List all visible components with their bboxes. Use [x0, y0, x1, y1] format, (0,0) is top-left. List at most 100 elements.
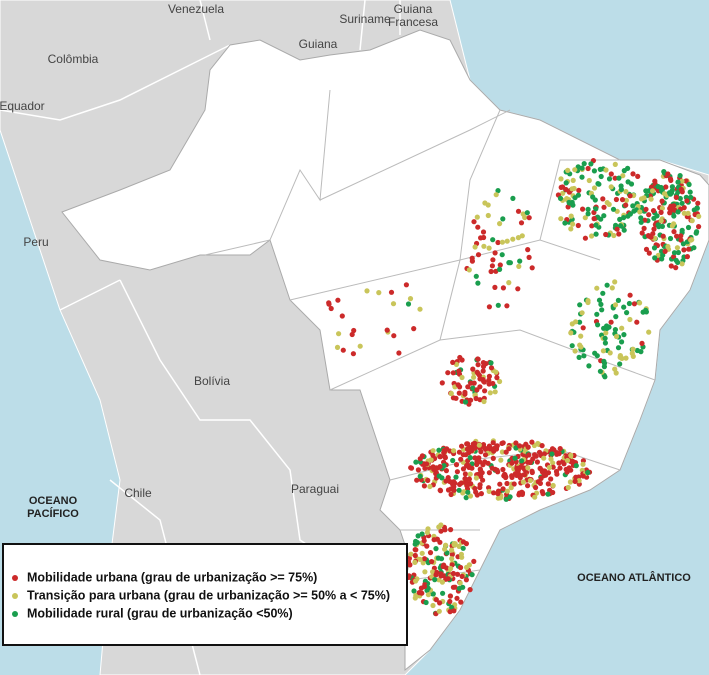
- location-dot: [613, 333, 620, 340]
- location-dot: [464, 564, 470, 571]
- location-dot: [490, 237, 496, 243]
- location-dot: [675, 209, 681, 215]
- location-dot: [471, 374, 477, 380]
- location-dot: [659, 223, 666, 229]
- location-dot: [669, 187, 675, 193]
- location-dot: [602, 340, 609, 346]
- location-dot: [466, 267, 472, 273]
- location-dot: [569, 186, 575, 192]
- location-dot: [467, 455, 473, 461]
- location-dot: [473, 475, 479, 481]
- location-dot: [421, 583, 428, 590]
- location-dot: [685, 210, 691, 216]
- location-dot: [520, 479, 527, 485]
- location-dot: [577, 302, 583, 308]
- location-dot: [674, 245, 681, 251]
- location-dot: [492, 389, 498, 395]
- location-dot: [629, 350, 635, 356]
- location-dot: [550, 489, 556, 496]
- location-dot: [451, 541, 457, 548]
- location-dot: [478, 235, 484, 241]
- location-dot: [497, 378, 503, 385]
- location-dot: [554, 471, 560, 477]
- location-dot: [578, 344, 584, 350]
- location-dot: [631, 208, 637, 214]
- location-dot: [490, 380, 496, 387]
- location-dot: [516, 490, 523, 496]
- location-dot: [529, 439, 535, 445]
- legend-swatch: [12, 611, 18, 617]
- location-dot: [450, 570, 456, 577]
- location-dot: [462, 391, 468, 397]
- location-dot: [685, 224, 692, 231]
- location-dot: [576, 354, 582, 360]
- location-dot: [459, 357, 465, 363]
- location-dot: [680, 241, 687, 247]
- location-dot: [455, 382, 461, 388]
- location-dot: [417, 556, 423, 563]
- location-dot: [606, 176, 613, 182]
- location-dot: [430, 452, 436, 458]
- location-dot: [572, 348, 578, 354]
- location-dot: [585, 165, 591, 172]
- location-dot: [480, 360, 486, 366]
- location-dot: [459, 443, 465, 449]
- location-dot: [675, 249, 682, 256]
- location-dot: [549, 446, 556, 452]
- location-dot: [669, 184, 676, 190]
- location-dot: [679, 200, 685, 206]
- location-dot: [579, 174, 585, 180]
- location-dot: [488, 268, 494, 275]
- location-dot: [604, 200, 610, 206]
- location-dot: [388, 289, 395, 295]
- location-dot: [579, 165, 585, 171]
- location-dot: [681, 210, 687, 216]
- location-dot: [660, 252, 666, 258]
- location-dot: [336, 331, 342, 337]
- location-dot: [463, 577, 469, 583]
- location-dot: [679, 189, 685, 195]
- location-dot: [671, 254, 677, 260]
- location-dot: [586, 177, 592, 184]
- location-dot: [508, 485, 514, 491]
- location-dot: [683, 178, 689, 184]
- location-dot: [444, 446, 450, 452]
- location-dot: [549, 451, 555, 457]
- location-dot: [630, 346, 636, 352]
- location-dot: [541, 455, 547, 461]
- location-dot: [450, 370, 456, 376]
- location-dot: [492, 284, 498, 290]
- location-dot: [652, 255, 658, 261]
- location-dot: [639, 230, 645, 236]
- location-dot: [519, 458, 525, 464]
- location-dot: [414, 539, 420, 546]
- location-dot: [494, 375, 500, 381]
- location-dot: [419, 531, 425, 537]
- location-dot: [667, 235, 674, 242]
- location-dot: [440, 590, 446, 596]
- location-dot: [684, 198, 690, 204]
- location-dot: [535, 440, 541, 447]
- location-dot: [612, 161, 618, 167]
- location-dot: [434, 536, 440, 542]
- location-dot: [457, 580, 463, 586]
- location-dot: [460, 584, 466, 590]
- location-dot: [585, 469, 591, 476]
- location-dot: [557, 195, 564, 201]
- location-dot: [376, 290, 382, 296]
- location-dot: [488, 365, 495, 371]
- location-dot: [512, 471, 519, 477]
- place-label: Chile: [124, 486, 152, 500]
- location-dot: [525, 247, 531, 253]
- location-dot: [621, 227, 627, 233]
- location-dot: [618, 183, 624, 189]
- place-label: Francesa: [388, 15, 438, 29]
- location-dot: [589, 223, 595, 229]
- location-dot: [439, 380, 445, 386]
- location-dot: [471, 219, 477, 225]
- location-dot: [614, 226, 620, 232]
- location-dot: [427, 550, 434, 556]
- location-dot: [671, 203, 677, 209]
- location-dot: [608, 319, 614, 325]
- location-dot: [678, 233, 684, 239]
